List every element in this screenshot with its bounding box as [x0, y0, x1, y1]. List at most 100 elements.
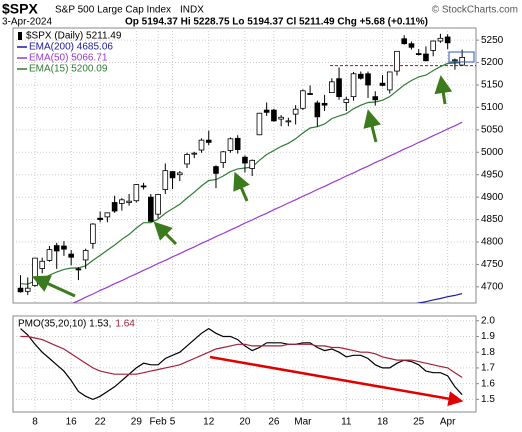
candle-body [394, 50, 400, 72]
y-tick-label: 1.9 [481, 331, 495, 342]
arrow [434, 75, 453, 105]
candle-body [234, 137, 241, 150]
arrow [31, 275, 76, 298]
candle-body [169, 171, 176, 179]
x-tick-label: 16 [66, 417, 78, 428]
series-line [20, 61, 463, 285]
x-tick-label: 8 [32, 417, 38, 428]
x-tick-label: 25 [413, 417, 425, 428]
series-line [71, 121, 463, 303]
exchange: INDX [180, 5, 204, 16]
candle-body [191, 152, 198, 155]
candle-body [263, 109, 270, 113]
candle-body [357, 73, 364, 79]
x-tick-label: Feb [149, 417, 167, 428]
legend-label: EMA(200) 4685.06 [29, 42, 113, 53]
arrow [209, 355, 464, 407]
candle-body [205, 139, 212, 143]
candle-body [314, 102, 321, 118]
candle-body [408, 43, 415, 48]
candle-body [24, 287, 31, 292]
legend-label: $SPX (Daily) 5211.49 [26, 31, 122, 42]
credit: © StockCharts.com [432, 5, 518, 16]
y-tick-label: 5000 [481, 147, 504, 158]
candle-body [17, 287, 24, 293]
arrow [363, 109, 381, 143]
candle-body [430, 40, 436, 51]
x-tick-label: 5 [170, 417, 176, 428]
candle-body [386, 71, 393, 91]
candle-body [97, 217, 103, 220]
candle-body [415, 53, 422, 55]
x-tick-label: 22 [95, 417, 107, 428]
y-tick-label: 5200 [481, 57, 504, 68]
candle-body [336, 78, 342, 98]
candle-body [343, 98, 350, 103]
candle-body [379, 82, 386, 86]
candle-body [148, 196, 154, 222]
candle-body [285, 120, 292, 123]
y-tick-label: 1.5 [481, 394, 495, 405]
y-tick-label: 4950 [481, 169, 504, 180]
x-tick-label: 11 [341, 417, 352, 428]
y-tick-label: 1.6 [481, 378, 495, 389]
x-tick-label: 29 [131, 417, 143, 428]
y-tick-label: 4850 [481, 214, 504, 225]
candle-body [227, 138, 234, 151]
legend-label: 1.64 [115, 319, 135, 330]
candle-body [82, 250, 89, 261]
candle-body [271, 109, 277, 122]
x-tick-label: 12 [203, 417, 215, 428]
legend-icon [18, 32, 22, 40]
candle-body [300, 90, 306, 109]
y-tick-label: 4700 [481, 281, 504, 292]
y-tick-label: 5050 [481, 124, 504, 135]
series-line [20, 327, 463, 401]
x-tick-label: 18 [377, 417, 389, 428]
y-tick-label: 2.0 [481, 315, 495, 326]
candle-body [329, 81, 335, 94]
candle-body [155, 194, 161, 215]
candle-body [39, 260, 46, 269]
subtitle: S&P 500 Large Cap Index [55, 5, 171, 16]
price-tag [448, 51, 475, 63]
candle-body [307, 93, 313, 95]
x-tick-label: 20 [239, 417, 251, 428]
candle-body [401, 38, 408, 45]
candle-body [350, 73, 357, 98]
series-line [20, 335, 463, 378]
candle-body [46, 249, 53, 261]
candle-body [119, 199, 125, 204]
candle-body [452, 59, 458, 62]
y-tick-label: 5150 [481, 80, 504, 91]
candle-body [321, 102, 328, 106]
legend-label: PMO(35,20,10) 1.53, [18, 319, 111, 330]
candle-body [184, 154, 190, 165]
candle-body [32, 257, 38, 286]
arrow [153, 221, 178, 246]
y-tick-label: 1.7 [481, 363, 495, 374]
y-tick-label: 5250 [481, 35, 504, 46]
candle-body [423, 53, 429, 62]
symbol: $SPX [2, 1, 38, 17]
candle-body [133, 184, 140, 202]
candle-body [75, 268, 82, 271]
x-tick-label: Apr [440, 417, 456, 428]
candle-body [256, 112, 263, 136]
candle-body [213, 166, 219, 174]
candle-body [90, 223, 96, 244]
candle-body [111, 202, 118, 212]
candle-body [176, 172, 183, 176]
candle-body [444, 36, 451, 44]
quote: Op 5194.37 Hi 5228.75 Lo 5194.37 Cl 5211… [125, 17, 428, 28]
arrow [233, 171, 250, 202]
candle-body [437, 37, 444, 42]
candle-body [278, 116, 284, 120]
candle-body [242, 156, 248, 164]
date: 3-Apr-2024 [2, 17, 52, 28]
candle-body [140, 185, 147, 188]
candle-body [53, 245, 60, 252]
y-tick-label: 4800 [481, 237, 504, 248]
candle-body [249, 159, 255, 169]
